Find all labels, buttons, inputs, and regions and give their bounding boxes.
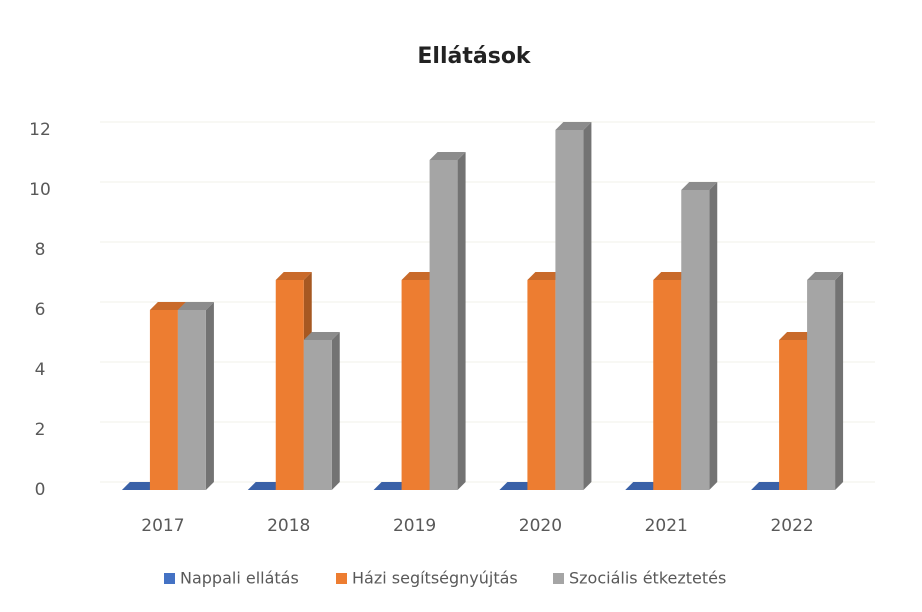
- bar-top: [401, 272, 438, 280]
- legend-label: Házi segítségnyújtás: [352, 569, 518, 588]
- y-tick-label: 4: [35, 360, 46, 380]
- bar: [555, 130, 584, 490]
- bar-top: [247, 482, 284, 490]
- y-tick-label: 2: [35, 420, 46, 440]
- x-tick-label: 2017: [141, 516, 184, 536]
- legend-swatch: [553, 573, 564, 584]
- bar: [681, 182, 718, 490]
- bar-side: [331, 332, 340, 490]
- bar: [401, 280, 430, 490]
- bar-top: [681, 182, 718, 190]
- x-tick-label: 2022: [770, 516, 813, 536]
- bar: [807, 272, 844, 490]
- legend-swatch: [164, 573, 175, 584]
- chart-title: Ellátások: [417, 44, 532, 69]
- bar: [275, 280, 304, 490]
- bar-top: [149, 302, 186, 310]
- bar: [653, 280, 682, 490]
- x-tick-label: 2019: [393, 516, 436, 536]
- y-tick-label: 12: [29, 120, 51, 140]
- legend-label: Szociális étkeztetés: [569, 569, 726, 588]
- bar-top: [429, 152, 466, 160]
- bar: [177, 310, 206, 490]
- bar: [779, 340, 808, 490]
- bar: [373, 482, 410, 490]
- bar: [807, 280, 836, 490]
- bar: [429, 160, 458, 490]
- bar-side: [835, 272, 844, 490]
- bar-top: [625, 482, 662, 490]
- bar: [149, 310, 178, 490]
- bar: [429, 152, 466, 490]
- bar: [751, 482, 788, 490]
- bar: [527, 280, 556, 490]
- bar-top: [121, 482, 158, 490]
- bar-top: [499, 482, 536, 490]
- legend-swatch: [336, 573, 347, 584]
- x-tick-label: 2020: [519, 516, 562, 536]
- bar-top: [807, 272, 844, 280]
- bar: [121, 482, 158, 490]
- bar-top: [653, 272, 690, 280]
- bar-top: [555, 122, 592, 130]
- bar: [625, 482, 662, 490]
- x-tick-label: 2018: [267, 516, 310, 536]
- bar-top: [303, 332, 340, 340]
- y-tick-label: 10: [29, 180, 51, 200]
- bar-top: [527, 272, 564, 280]
- bar-top: [275, 272, 312, 280]
- bar-side: [583, 122, 592, 490]
- bar-side: [205, 302, 214, 490]
- bar-top: [751, 482, 788, 490]
- bar: [303, 332, 340, 490]
- legend-label: Nappali ellátás: [180, 569, 299, 588]
- bar: [555, 122, 592, 490]
- bar-side: [457, 152, 466, 490]
- y-tick-label: 8: [35, 240, 46, 260]
- y-tick-label: 0: [35, 480, 46, 500]
- bar-side: [709, 182, 718, 490]
- bar: [681, 190, 710, 490]
- bar: [303, 340, 332, 490]
- bar: [247, 482, 284, 490]
- bar: [499, 482, 536, 490]
- bar-top: [779, 332, 816, 340]
- bar: [177, 302, 214, 490]
- bar-top: [373, 482, 410, 490]
- y-tick-label: 6: [35, 300, 46, 320]
- bar-top: [177, 302, 214, 310]
- x-tick-label: 2021: [645, 516, 688, 536]
